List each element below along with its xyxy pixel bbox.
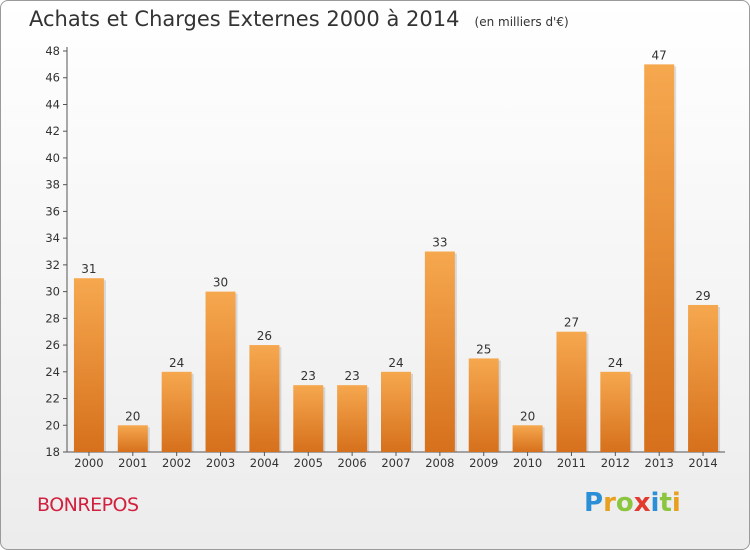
y-tick-label: 34 <box>45 231 60 245</box>
x-tick-label: 2000 <box>74 456 103 470</box>
x-tick-label: 2004 <box>250 456 279 470</box>
bar <box>600 371 631 452</box>
bar <box>73 278 104 452</box>
bar <box>293 385 324 452</box>
x-tick-label: 2014 <box>688 456 717 470</box>
bar-value-label: 20 <box>125 409 140 423</box>
bar <box>556 331 587 452</box>
x-tick-label: 2012 <box>601 456 630 470</box>
bar-value-label: 23 <box>344 369 359 383</box>
logo-letter: x <box>633 488 651 518</box>
bar-value-label: 24 <box>169 356 184 370</box>
bar-value-label: 31 <box>81 262 96 276</box>
y-tick-label: 44 <box>45 97 60 111</box>
bar <box>644 64 675 452</box>
bar-value-label: 27 <box>564 316 579 330</box>
bar <box>337 385 368 452</box>
title-row: Achats et Charges Externes 2000 à 2014 (… <box>29 7 569 31</box>
x-tick-label: 2013 <box>645 456 674 470</box>
y-tick-label: 24 <box>45 365 60 379</box>
x-tick-label: 2011 <box>557 456 586 470</box>
y-tick-label: 32 <box>45 258 60 272</box>
chart-subtitle: (en milliers d'€) <box>474 15 569 29</box>
bar <box>249 345 280 452</box>
y-tick-label: 40 <box>45 151 60 165</box>
bar <box>117 425 148 452</box>
logo-letter: i <box>650 488 660 518</box>
logo-letter: o <box>615 488 634 518</box>
y-tick-label: 48 <box>45 44 60 58</box>
bar <box>161 371 192 452</box>
bar <box>381 371 411 452</box>
place-name: BONREPOS <box>37 494 139 516</box>
bar-value-label: 24 <box>608 356 623 370</box>
bar-value-label: 30 <box>213 276 228 290</box>
bar-value-label: 20 <box>520 409 535 423</box>
logo-letter: P <box>584 488 604 518</box>
y-tick-label: 36 <box>45 204 60 218</box>
bar <box>688 304 719 452</box>
x-tick-label: 2006 <box>337 456 366 470</box>
x-tick-label: 2009 <box>469 456 498 470</box>
bar-value-label: 25 <box>476 342 491 356</box>
y-tick-label: 30 <box>45 285 60 299</box>
y-tick-label: 22 <box>45 392 60 406</box>
x-tick-label: 2001 <box>118 456 147 470</box>
bar-value-label: 47 <box>652 48 667 62</box>
x-tick-label: 2003 <box>206 456 235 470</box>
bar-value-label: 26 <box>257 329 272 343</box>
x-tick-label: 2010 <box>513 456 542 470</box>
bar-value-label: 23 <box>301 369 316 383</box>
x-tick-label: 2005 <box>294 456 323 470</box>
x-tick-label: 2002 <box>162 456 191 470</box>
bar <box>205 291 236 452</box>
y-tick-label: 18 <box>45 445 60 459</box>
y-tick-label: 42 <box>45 124 60 138</box>
y-tick-label: 20 <box>45 418 60 432</box>
bar-value-label: 33 <box>432 236 447 250</box>
logo-letter: r <box>603 488 616 518</box>
bar-value-label: 29 <box>695 289 710 303</box>
bar-value-label: 24 <box>388 356 403 370</box>
x-tick-label: 2008 <box>425 456 454 470</box>
y-tick-label: 26 <box>45 338 60 352</box>
y-tick-label: 46 <box>45 71 60 85</box>
chart-title: Achats et Charges Externes 2000 à 2014 <box>29 7 460 31</box>
bar <box>468 358 499 452</box>
x-tick-label: 2007 <box>381 456 410 470</box>
bar <box>512 425 543 452</box>
logo-letter: i <box>671 488 681 518</box>
y-tick-label: 38 <box>45 178 60 192</box>
y-tick-label: 28 <box>45 311 60 325</box>
bar <box>424 251 455 452</box>
logo-letter: t <box>659 488 672 518</box>
proxiti-logo: Proxiti <box>584 488 681 518</box>
